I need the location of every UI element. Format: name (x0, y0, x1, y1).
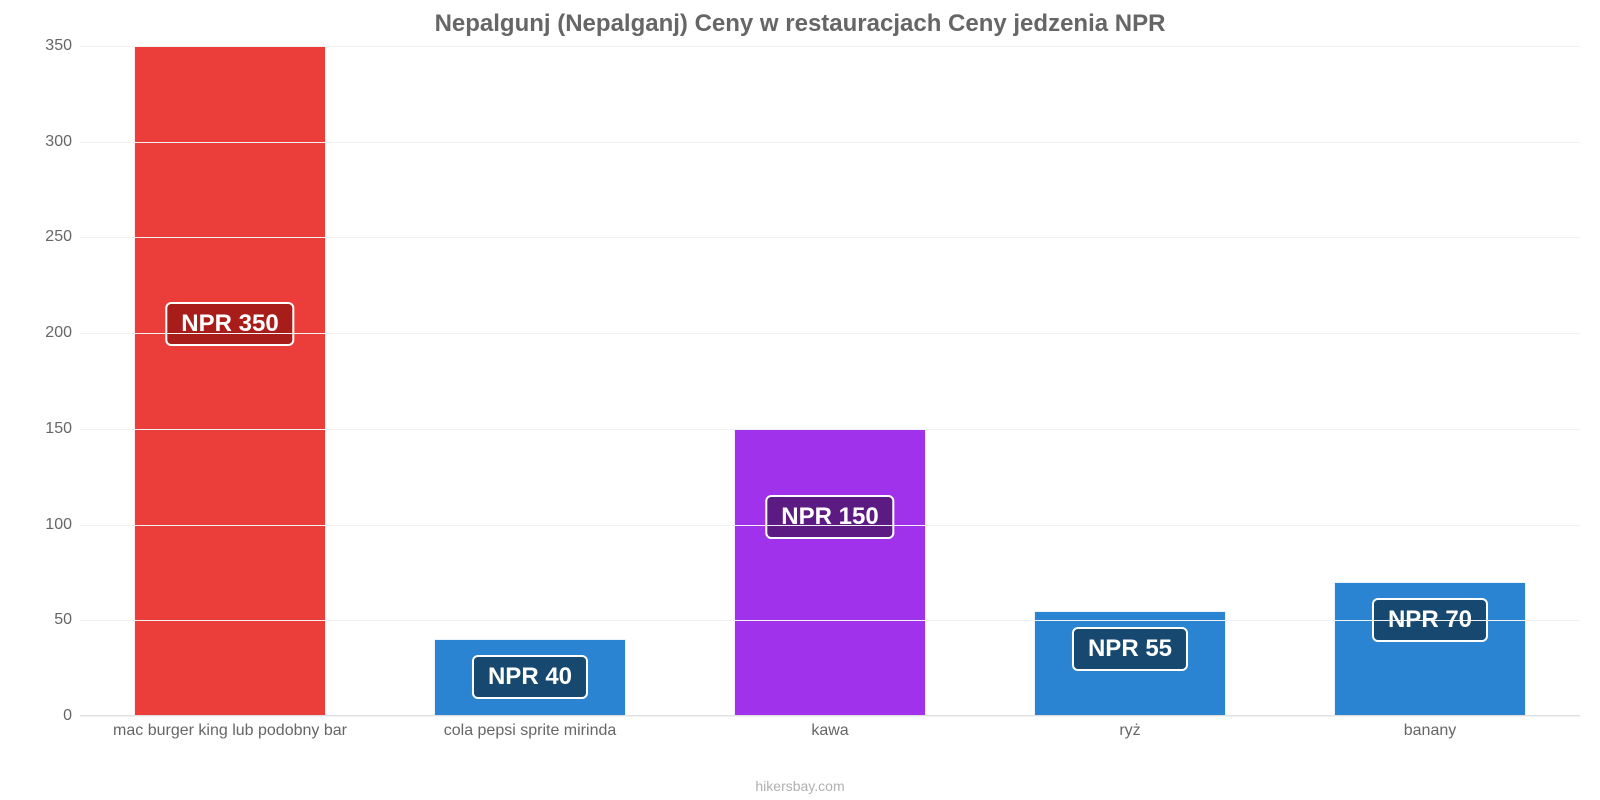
chart-title: Nepalgunj (Nepalganj) Ceny w restauracja… (30, 10, 1570, 38)
grid-line (80, 46, 1580, 47)
y-tick-label: 350 (45, 37, 72, 55)
grid-line (80, 142, 1580, 143)
grid-line (80, 620, 1580, 621)
bar-slot: NPR 70 (1280, 46, 1580, 716)
bars-container: NPR 350 NPR 40 NPR 150 NPR 55 NPR 70 (80, 46, 1580, 716)
attribution-text: hikersbay.com (0, 778, 1600, 794)
bar-value-badge: NPR 40 (472, 655, 588, 699)
plot-area: 050100150200250300350 NPR 350NPR 40NPR 1… (80, 46, 1580, 716)
x-axis-labels: mac burger king lub podobny barcola peps… (80, 716, 1580, 740)
grid-line (80, 525, 1580, 526)
y-tick-label: 200 (45, 324, 72, 342)
bar-value-badge: NPR 150 (765, 495, 894, 539)
bar (734, 429, 926, 716)
bar (134, 46, 326, 716)
bar-slot: NPR 55 (980, 46, 1280, 716)
x-tick-label: kawa (680, 716, 980, 740)
y-tick-label: 0 (63, 707, 72, 725)
y-tick-label: 150 (45, 420, 72, 438)
y-tick-label: 300 (45, 133, 72, 151)
bar-slot: NPR 150 (680, 46, 980, 716)
grid-line (80, 429, 1580, 430)
bar-value-badge: NPR 350 (165, 302, 294, 346)
grid-line (80, 716, 1580, 717)
x-tick-label: banany (1280, 716, 1580, 740)
x-tick-label: ryż (980, 716, 1280, 740)
grid-line (80, 333, 1580, 334)
bar-slot: NPR 350 (80, 46, 380, 716)
x-tick-label: cola pepsi sprite mirinda (380, 716, 680, 740)
y-axis: 050100150200250300350 (30, 46, 80, 716)
x-tick-label: mac burger king lub podobny bar (80, 716, 380, 740)
grid-line (80, 237, 1580, 238)
y-tick-label: 50 (54, 611, 72, 629)
y-tick-label: 250 (45, 228, 72, 246)
price-bar-chart: Nepalgunj (Nepalganj) Ceny w restauracja… (0, 0, 1600, 800)
bar-slot: NPR 40 (380, 46, 680, 716)
bar-value-badge: NPR 55 (1072, 627, 1188, 671)
y-tick-label: 100 (45, 516, 72, 534)
